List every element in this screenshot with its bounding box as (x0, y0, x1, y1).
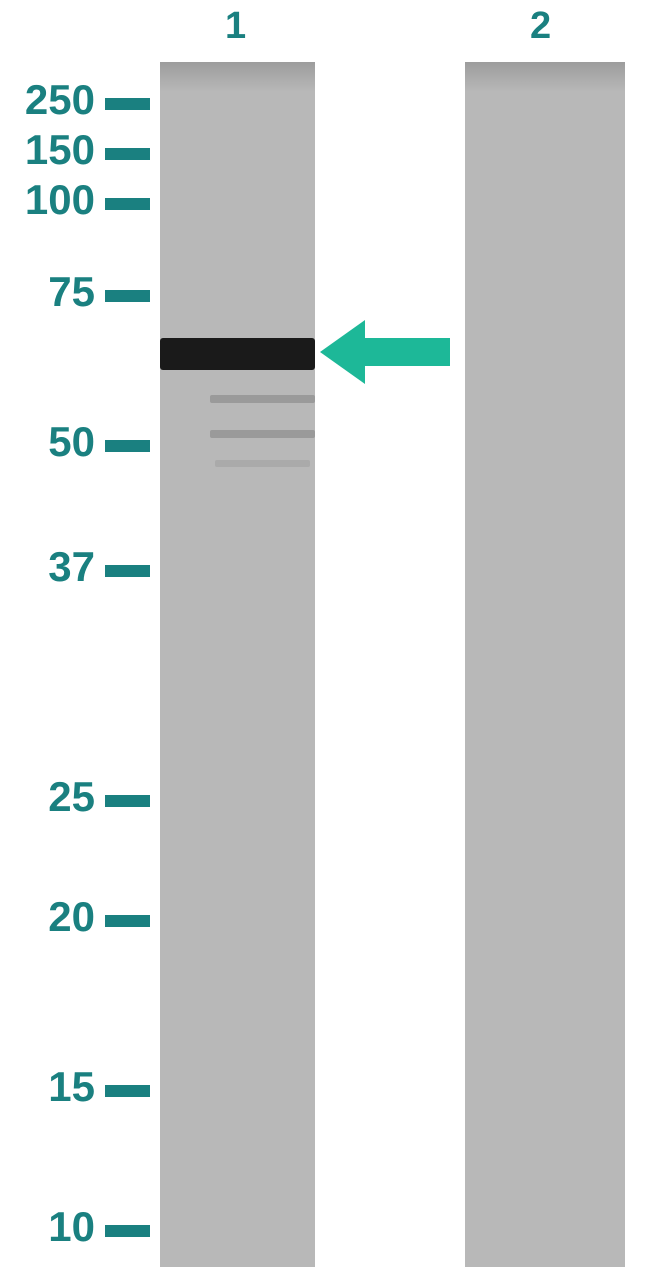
mw-tick-25 (105, 795, 150, 807)
mw-tick-100 (105, 198, 150, 210)
band-faint-1 (210, 395, 315, 403)
band-main (160, 338, 315, 370)
mw-label-37: 37 (25, 543, 95, 591)
mw-tick-15 (105, 1085, 150, 1097)
mw-label-250: 250 (0, 76, 95, 124)
mw-tick-10 (105, 1225, 150, 1237)
mw-label-75: 75 (25, 268, 95, 316)
mw-label-20: 20 (25, 893, 95, 941)
band-faint-2 (210, 430, 315, 438)
lane-1-label: 1 (225, 5, 246, 48)
mw-tick-150 (105, 148, 150, 160)
arrow-body (365, 338, 450, 366)
lane-1 (160, 62, 315, 1267)
lane-1-shadow (160, 62, 315, 92)
arrow-head (320, 320, 365, 384)
mw-tick-250 (105, 98, 150, 110)
mw-tick-50 (105, 440, 150, 452)
mw-label-10: 10 (25, 1203, 95, 1251)
mw-tick-20 (105, 915, 150, 927)
mw-tick-37 (105, 565, 150, 577)
mw-label-50: 50 (25, 418, 95, 466)
lane-2-shadow (465, 62, 625, 92)
mw-label-25: 25 (25, 773, 95, 821)
mw-label-15: 15 (25, 1063, 95, 1111)
lane-2-label: 2 (530, 5, 551, 48)
band-faint-3 (215, 460, 310, 467)
lane-2 (465, 62, 625, 1267)
mw-tick-75 (105, 290, 150, 302)
mw-label-100: 100 (0, 176, 95, 224)
mw-label-150: 150 (0, 126, 95, 174)
blot-container: 1 2 250 150 100 75 50 37 25 20 15 10 (0, 0, 650, 1270)
